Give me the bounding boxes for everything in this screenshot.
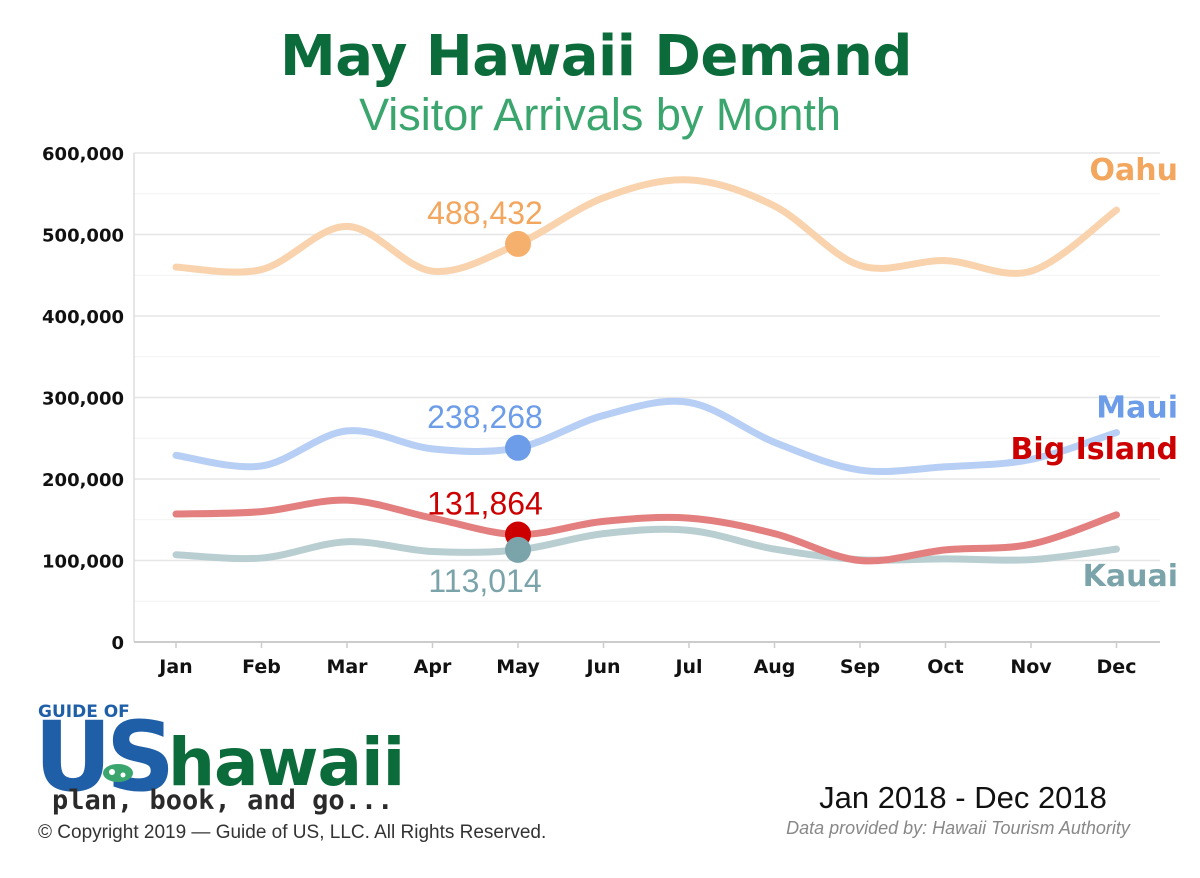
- series-name-kauai: Kauai: [1083, 559, 1178, 594]
- y-tick-label: 300,000: [42, 389, 124, 410]
- series-name-oahu: Oahu: [1090, 153, 1178, 188]
- y-tick-label: 400,000: [42, 307, 124, 328]
- highlight-markers: [505, 230, 531, 563]
- y-tick-label: 100,000: [42, 552, 124, 573]
- x-tick-label: May: [496, 656, 540, 678]
- x-tick-label: Jun: [584, 656, 620, 678]
- series-labels: 488,432 Oahu 238,268 Maui 131,864 Big Island 1…: [427, 153, 1178, 599]
- x-tick-label: Dec: [1097, 656, 1137, 678]
- x-tick-label: Nov: [1010, 656, 1052, 678]
- series-line-maui: [172, 397, 1120, 475]
- marker-kauai: [505, 536, 531, 563]
- x-tick-label: Jan: [157, 656, 192, 678]
- y-tick-label: 500,000: [42, 226, 124, 247]
- logo-hawaii: hawaii: [168, 724, 404, 801]
- logo-us: US: [34, 701, 169, 813]
- x-axis-ticks: Jan Feb Mar Apr May Jun Jul Aug Sep Oct Nov Dec: [157, 642, 1136, 678]
- x-tick-label: Feb: [242, 656, 281, 678]
- x-tick-label: Jul: [673, 656, 702, 678]
- series-name-big-island: Big Island: [1011, 432, 1178, 467]
- data-source: Data provided by: Hawaii Tourism Authori…: [786, 818, 1131, 838]
- hawaii-islands-icon: [103, 764, 133, 782]
- y-axis-ticks: 0 100,000 200,000 300,000 400,000 500,000 600,…: [42, 144, 124, 654]
- marker-oahu: [505, 230, 531, 257]
- x-tick-label: Mar: [326, 656, 368, 678]
- date-range: Jan 2018 - Dec 2018: [819, 780, 1107, 815]
- copyright-text: © Copyright 2019 — Guide of US, LLC. All…: [38, 822, 546, 843]
- chart-title: May Hawaii Demand: [280, 24, 912, 89]
- x-tick-label: Oct: [927, 656, 964, 678]
- series-name-maui: Maui: [1096, 391, 1178, 426]
- chart-grid: [133, 152, 1160, 643]
- logo-tagline: plan, book, and go...: [52, 785, 393, 816]
- guide-of-us-hawaii-logo: GUIDE OF US hawaii plan, book, and go...: [34, 701, 405, 816]
- x-tick-label: Sep: [840, 656, 880, 678]
- series-line-big-island: [172, 496, 1120, 565]
- data-label-maui: 238,268: [427, 399, 543, 435]
- y-tick-label: 600,000: [42, 144, 124, 165]
- series-lines: [172, 176, 1120, 565]
- y-tick-label: 0: [111, 633, 124, 654]
- logo-guide-of: GUIDE OF: [38, 702, 130, 722]
- data-label-big-island: 131,864: [427, 486, 543, 522]
- x-tick-label: Apr: [414, 656, 452, 678]
- data-label-oahu: 488,432: [427, 195, 543, 231]
- chart-subtitle: Visitor Arrivals by Month: [359, 89, 841, 140]
- series-line-oahu: [172, 176, 1120, 277]
- y-tick-label: 200,000: [42, 470, 124, 491]
- marker-maui: [505, 434, 531, 461]
- series-line-kauai: [172, 525, 1120, 564]
- data-label-kauai: 113,014: [428, 563, 541, 599]
- x-tick-label: Aug: [754, 656, 796, 678]
